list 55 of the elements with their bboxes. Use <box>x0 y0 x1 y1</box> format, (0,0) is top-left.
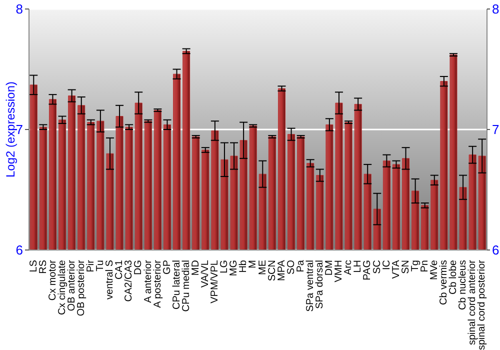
x-tick-label: Pir <box>86 259 97 272</box>
x-tick-label: VMH <box>334 260 345 282</box>
x-tick-label: VTA <box>390 260 402 279</box>
y-tick-label: 8 <box>16 2 23 17</box>
y-tick-label: 6 <box>16 242 23 258</box>
x-tick-label: Hb <box>238 260 250 273</box>
x-tick-label: SCN <box>266 260 278 282</box>
x-tick-label: MG <box>228 260 240 276</box>
x-tick-label: Cb lobe <box>448 260 460 294</box>
x-tick-label: CPu lateral <box>171 260 182 310</box>
x-tick-label: VA/VL <box>200 260 212 288</box>
x-tick-label: MD <box>190 260 202 276</box>
x-tick-label: PAG <box>362 260 374 280</box>
x-tick-label: Tg <box>410 260 421 272</box>
x-tick-label: Pa <box>295 260 306 272</box>
x-tick-label: OB anterior <box>66 259 78 312</box>
x-tick-label: OB posterior <box>76 259 87 316</box>
y2-tick-label: 7 <box>492 122 500 138</box>
x-tick-label: Cb vermis <box>438 260 450 306</box>
x-tick-label: spinal cord posterior <box>476 259 488 350</box>
x-tick-label: DG <box>133 260 144 275</box>
x-tick-label: SPa ventral <box>304 260 316 312</box>
x-tick-label: spinal cord anterior <box>467 259 478 346</box>
x-tick-label: A anterior <box>142 259 154 303</box>
x-tick-label: ME <box>257 260 268 275</box>
x-tick-label: Cx motor <box>47 259 58 301</box>
x-tick-label: IC <box>381 260 392 270</box>
y-tick-label: 7 <box>16 122 23 138</box>
x-tick-label: Tu <box>95 260 106 272</box>
x-tick-label: LH <box>352 260 364 273</box>
y2-tick-label: 8 <box>492 2 500 17</box>
x-tick-label: DM <box>324 260 336 276</box>
x-tick-label: VPM/VPL <box>210 260 221 304</box>
y-axis-title: Log2 (expression) <box>3 81 18 178</box>
x-tick-label: LG <box>219 260 230 274</box>
x-tick-label: Pn <box>419 260 430 272</box>
x-tick-label: Arc <box>343 260 354 275</box>
x-tick-label: SC <box>372 260 383 274</box>
x-tick-label: MPA <box>276 260 288 281</box>
x-tick-label: SN <box>400 260 412 274</box>
x-tick-label: CA1 <box>114 260 126 280</box>
x-tick-label: M <box>248 260 259 268</box>
x-tick-label: CPu medial <box>180 260 192 312</box>
y2-tick-label: 6 <box>492 242 500 258</box>
x-tick-label: MVe <box>429 260 440 280</box>
x-tick-label: SPa dorsal <box>314 260 326 309</box>
x-tick-label: Cb nucleus <box>458 260 469 310</box>
x-tick-label: SO <box>286 260 297 274</box>
x-tick-label: ventral S <box>104 260 116 300</box>
x-tick-label: Cx cingulate <box>56 260 68 316</box>
x-tick-label: GP <box>162 260 173 274</box>
x-tick-label: A posterior <box>152 259 164 308</box>
x-tick-label: CA2/CA3 <box>124 260 135 302</box>
x-tick-label: LS <box>28 260 40 272</box>
x-tick-label: RS <box>38 260 49 274</box>
